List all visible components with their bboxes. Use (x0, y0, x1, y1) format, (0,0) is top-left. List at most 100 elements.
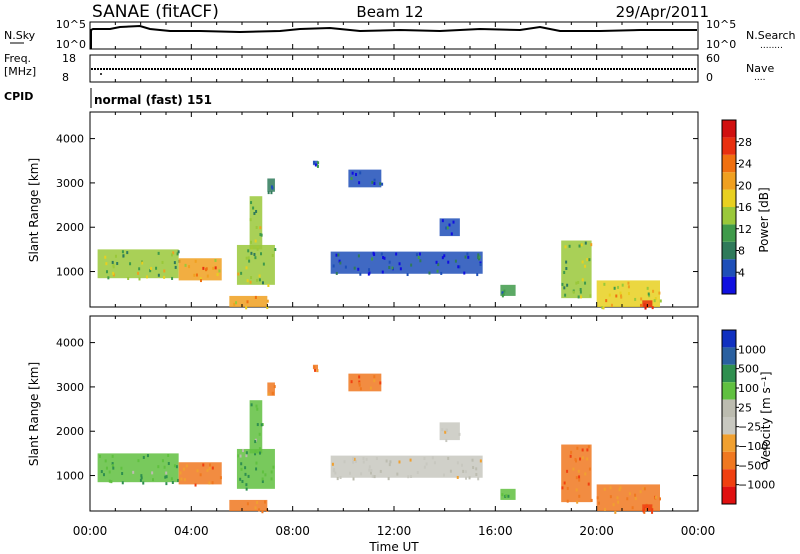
velocity-echo-cell (566, 469, 569, 473)
power-echo-cell (463, 271, 466, 275)
velocity-colorbar-tick-label: 25 (738, 401, 752, 414)
power-echo-cell (566, 283, 569, 287)
noise-tick-low-left: 10^0 (56, 38, 86, 51)
velocity-echo-cell (642, 487, 645, 491)
power-echo-cell (116, 262, 119, 266)
power-echo-cell (274, 248, 277, 252)
power-colorbar-cell (722, 154, 736, 173)
velocity-echo-cell (352, 457, 355, 461)
power-echo-cell (266, 305, 269, 309)
power-echo-cell (477, 253, 480, 257)
power-echo-cell (245, 256, 248, 260)
velocity-echo-cell (199, 473, 202, 477)
power-echo-cell (249, 280, 252, 284)
power-echo-cell (373, 182, 376, 186)
velocity-echo-cell (163, 465, 166, 469)
power-echo-cell (313, 160, 316, 164)
power-echo-cell (249, 218, 252, 222)
velocity-echo-cell (388, 463, 391, 467)
time-tick-label: 16:00 (478, 524, 513, 538)
power-echo-cell (237, 272, 240, 276)
power-echo-cell (437, 263, 440, 267)
power-echo-cell (267, 191, 270, 195)
velocity-echo-cell (165, 471, 168, 475)
velocity-colorbar-cell (722, 469, 736, 487)
velocity-echo-cell (256, 407, 259, 411)
velocity-echo-cell (365, 457, 368, 461)
velocity-echo-cell (586, 448, 589, 452)
power-echo-cell (359, 272, 362, 276)
power-colorbar-cell (722, 137, 736, 155)
power-ytick-label: 3000 (56, 177, 84, 190)
power-echo-cell (250, 201, 253, 205)
power-echo-cell (112, 263, 115, 267)
power-echo-cell (608, 293, 611, 297)
velocity-echo-cell (260, 423, 263, 427)
station-title: SANAE (fitACF) (92, 2, 219, 22)
power-echo-cell (467, 255, 470, 259)
velocity-echo-cell (651, 510, 654, 514)
velocity-echo-cell (100, 470, 103, 474)
nsearch-marker: ........ (760, 41, 783, 51)
velocity-echo-cell (612, 503, 615, 507)
freq-panel: Freq. [MHz] 18 8 60 0 Nave .... (4, 52, 774, 84)
velocity-echo-cell (237, 454, 240, 458)
power-echo-cell (350, 177, 353, 181)
velocity-echo-cell (261, 480, 264, 484)
velocity-echo-cell (468, 476, 471, 480)
velocity-colorbar-cell (722, 330, 736, 348)
velocity-echo-cell (464, 470, 467, 474)
velocity-echo-cell (314, 368, 317, 372)
velocity-echo-cell (352, 460, 355, 464)
power-colorbar-cell (722, 120, 736, 138)
velocity-echo-cell (369, 386, 372, 390)
power-echo-cell (417, 255, 420, 259)
velocity-echo-cell (170, 477, 173, 481)
power-echo-cell (112, 265, 115, 269)
nave-tick-high: 60 (706, 52, 720, 65)
power-echo-cell (194, 259, 197, 263)
velocity-echo-cell (577, 469, 580, 473)
velocity-colorbar-cell (722, 434, 736, 452)
velocity-echo-cell (273, 385, 276, 389)
velocity-echo-cell (270, 477, 273, 481)
power-echo-cell (161, 260, 164, 264)
power-echo-cell (121, 250, 124, 254)
velocity-echo-cell (245, 487, 248, 491)
power-echo-cell (381, 182, 384, 186)
velocity-echo-cell (206, 468, 209, 472)
velocity-echo-cell (180, 477, 183, 481)
power-echo-cell (138, 267, 141, 271)
velocity-echo-cell (603, 507, 606, 511)
velocity-echo-cell (175, 465, 178, 469)
velocity-echo-cell (239, 477, 242, 481)
velocity-echo-cell (146, 454, 149, 458)
velocity-echo-cell (194, 483, 197, 487)
power-echo-cell (112, 273, 115, 277)
velocity-echo-cell (584, 472, 587, 476)
velocity-echo-cell (272, 465, 275, 469)
time-axis-label: Time UT (368, 540, 419, 554)
power-echo-cell (452, 220, 455, 224)
power-colorbar-label: Power [dB] (757, 187, 771, 252)
velocity-echo-cell (177, 478, 180, 482)
velocity-echo-cell (587, 482, 590, 486)
power-echo-cell (565, 267, 568, 271)
power-echo-cell (563, 286, 566, 290)
power-echo-cell (395, 252, 398, 256)
power-echo-cell (621, 283, 624, 287)
power-echo-cell (578, 244, 581, 248)
velocity-echo-cell (185, 464, 188, 468)
power-colorbar-cells (722, 120, 736, 294)
velocity-echo-cell (472, 465, 475, 469)
noise-tick-high-right: 10^5 (706, 18, 736, 31)
power-echo-cell (138, 277, 141, 281)
power-echo-cell (577, 280, 580, 284)
velocity-echo-region (642, 504, 653, 511)
power-ytick-label: 2000 (56, 221, 84, 234)
power-echo-cell (648, 294, 651, 298)
velocity-echo-cell (173, 464, 176, 468)
velocity-echo-cell (570, 450, 573, 454)
power-echo-cell (588, 258, 591, 262)
power-colorbar-cell (722, 189, 736, 207)
